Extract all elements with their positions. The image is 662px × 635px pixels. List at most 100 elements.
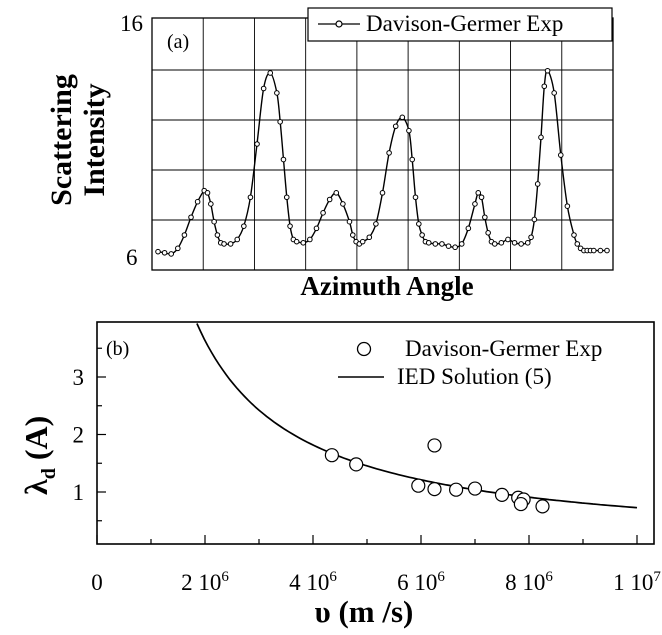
panel-a-point: [551, 90, 557, 96]
panel-b-point: [427, 482, 442, 497]
panel-a-point: [267, 70, 274, 76]
panel-a-point: [366, 234, 373, 241]
panel-a-point: [534, 181, 541, 187]
panel-a-point: [439, 241, 445, 247]
panel-b-xtick-base: 1 10: [613, 570, 653, 595]
panel-b-point: [324, 448, 339, 463]
panel-a-point: [260, 85, 267, 92]
panel-a-point: [419, 232, 425, 238]
panel-a-point: [386, 150, 392, 156]
panel-b-xtick-base: 2 10: [181, 570, 221, 595]
panel-b-point: [349, 457, 364, 472]
panel-b-legend: Davison-Germer Exp IED Solution (5): [338, 336, 602, 389]
panel-a-point: [478, 194, 485, 201]
panel-a-point: [254, 141, 260, 147]
panel-b-point: [427, 438, 442, 453]
panel-b-xtick-label-3: 6 106: [397, 569, 445, 595]
panel-a-series: [155, 67, 610, 257]
panel-a-point: [528, 234, 534, 241]
panel-a-point: [168, 251, 175, 257]
panel-a-point: [346, 218, 353, 225]
panel-a-series-line: [157, 69, 607, 255]
panel-a-point: [204, 190, 211, 196]
panel-a-ylabel-line2: Intensity: [78, 83, 111, 196]
panel-a-point: [465, 225, 472, 232]
panel-a-point: [326, 196, 333, 203]
panel-b-ylabel-subscript: d: [38, 468, 60, 479]
panel-a-point: [571, 232, 577, 238]
panel-a-point: [373, 221, 379, 227]
panel-b-xlabel: υ (m /s): [315, 594, 414, 629]
panel-b-point: [411, 478, 426, 493]
panel-a-point: [412, 194, 419, 201]
panel-b-xtick-exponent: 6: [437, 569, 445, 585]
panel-b-xtick-base: 4 10: [289, 570, 329, 595]
panel-a-label: (a): [167, 31, 189, 53]
panel-b-xtick-base: 6 10: [397, 570, 437, 595]
panel-a-ytick-16: 16: [120, 11, 143, 36]
panel-a-point: [277, 119, 283, 125]
panel-a-point: [227, 241, 234, 247]
panel-a-frame: [151, 17, 614, 271]
panel-a-point: [475, 190, 482, 196]
panel-a-point: [432, 241, 439, 247]
panel-a-point: [379, 190, 386, 196]
panel-a-point: [211, 218, 217, 225]
panel-b-legend-label-exp: Davison-Germer Exp: [405, 336, 602, 361]
panel-a-point: [359, 238, 366, 245]
panel-a-point: [564, 203, 571, 209]
panel-a-point: [538, 134, 544, 141]
panel-b-point: [449, 482, 464, 497]
panel-b-label: (b): [106, 338, 129, 360]
panel-b-xtick-label-2: 4 106: [289, 569, 337, 595]
panel-a-point: [287, 223, 293, 229]
panel-a-xlabel: Azimuth Angle: [300, 271, 473, 301]
panel-b-point: [494, 487, 510, 502]
panel-a-point: [300, 239, 307, 246]
panel-a-point: [491, 241, 498, 247]
panel-a-point: [214, 232, 221, 238]
panel-b-ylabel-unit: (A): [18, 416, 54, 460]
panel-b-ylabel: λd (A): [18, 416, 60, 495]
panel-b-xtick-exponent: 6: [221, 569, 229, 585]
panel-a-point: [280, 156, 287, 163]
panel-a-point: [161, 249, 168, 256]
panel-b-point: [535, 499, 550, 514]
panel-a-point: [524, 239, 531, 246]
panel-a-point: [234, 236, 241, 243]
panel-a-point: [333, 190, 340, 196]
panel-a-point: [597, 247, 604, 254]
panel-a-point: [340, 201, 346, 207]
panel-a-point: [445, 243, 452, 249]
panel-a-point: [472, 201, 478, 207]
panel-a-ytick-6: 6: [126, 245, 138, 270]
panel-a-point: [208, 201, 214, 207]
panel-a-point: [274, 90, 280, 96]
panel-a-point: [505, 236, 511, 243]
panel-a-point: [485, 230, 491, 236]
panel-a-point: [518, 241, 524, 247]
panel-a-point: [349, 232, 356, 238]
panel-a-legend: Davison-Germer Exp: [307, 7, 613, 42]
panel-a-point: [406, 127, 412, 134]
panel-a-point: [194, 198, 201, 205]
panel-a-point: [574, 241, 581, 247]
panel-a: Davison-Germer Exp (a) 16 6 Scattering I…: [45, 7, 614, 301]
panel-b-ytick-label-0: 1: [73, 480, 85, 505]
panel-a-point: [399, 114, 406, 121]
panel-a-point: [313, 225, 320, 232]
panel-a-grid: [152, 18, 613, 270]
panel-a-legend-marker: [335, 20, 343, 28]
panel-a-point: [604, 247, 610, 254]
panel-b-xtick-label-1: 2 106: [181, 569, 229, 595]
panel-a-point: [511, 239, 518, 246]
panel-b-frame: [96, 321, 655, 545]
panel-a-point: [392, 123, 399, 130]
panel-a-point: [482, 214, 488, 221]
panel-a-point: [425, 239, 432, 246]
panel-a-point: [557, 152, 564, 158]
panel-b-point: [467, 481, 483, 496]
panel-b-ytick-label-1: 2: [73, 423, 85, 448]
